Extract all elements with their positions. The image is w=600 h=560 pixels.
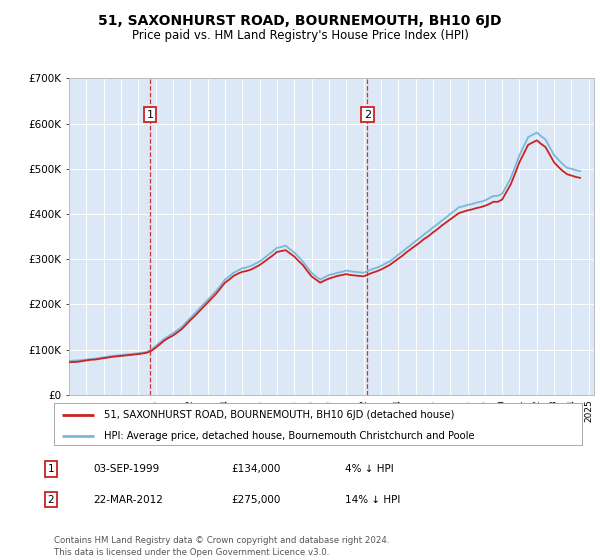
- Text: £275,000: £275,000: [231, 494, 280, 505]
- Text: 51, SAXONHURST ROAD, BOURNEMOUTH, BH10 6JD (detached house): 51, SAXONHURST ROAD, BOURNEMOUTH, BH10 6…: [104, 410, 455, 420]
- Text: 4% ↓ HPI: 4% ↓ HPI: [345, 464, 394, 474]
- Text: £134,000: £134,000: [231, 464, 280, 474]
- Text: 14% ↓ HPI: 14% ↓ HPI: [345, 494, 400, 505]
- Text: 51, SAXONHURST ROAD, BOURNEMOUTH, BH10 6JD: 51, SAXONHURST ROAD, BOURNEMOUTH, BH10 6…: [98, 14, 502, 28]
- Text: Price paid vs. HM Land Registry's House Price Index (HPI): Price paid vs. HM Land Registry's House …: [131, 29, 469, 42]
- Text: Contains HM Land Registry data © Crown copyright and database right 2024.
This d: Contains HM Land Registry data © Crown c…: [54, 536, 389, 557]
- Text: 1: 1: [47, 464, 55, 474]
- Text: 1: 1: [146, 110, 154, 120]
- Text: 22-MAR-2012: 22-MAR-2012: [93, 494, 163, 505]
- Text: HPI: Average price, detached house, Bournemouth Christchurch and Poole: HPI: Average price, detached house, Bour…: [104, 431, 475, 441]
- Text: 2: 2: [364, 110, 371, 120]
- Text: 03-SEP-1999: 03-SEP-1999: [93, 464, 159, 474]
- Text: 2: 2: [47, 494, 55, 505]
